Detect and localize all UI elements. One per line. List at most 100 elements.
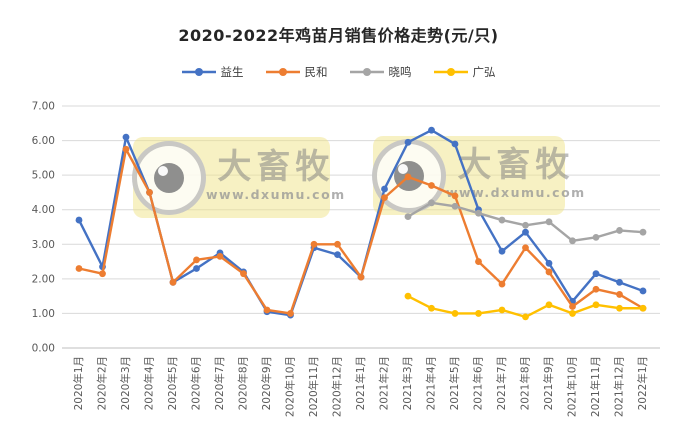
series-point: [404, 292, 412, 300]
watermark: 大畜牧 www.dxumu.com: [372, 136, 584, 215]
legend-marker-icon: [349, 68, 384, 76]
legend: 益生 民和 晓鸣 广弘: [0, 63, 677, 81]
series-point: [616, 291, 623, 298]
watermark-text: 大畜牧 www.dxumu.com: [206, 149, 346, 201]
series-point: [287, 310, 294, 317]
x-tick-label: 2021年9月: [542, 356, 555, 410]
legend-marker-icon: [433, 68, 468, 76]
series-point: [99, 263, 106, 271]
y-tick-label: 0.00: [32, 343, 55, 355]
series-point: [569, 237, 576, 245]
series-point: [592, 301, 600, 309]
series-point: [545, 268, 553, 276]
series-point: [334, 240, 341, 248]
x-tick-label: 2021年1月: [354, 356, 367, 410]
x-tick-label: 2021年6月: [472, 356, 485, 410]
watermark-eye-icon: [372, 138, 446, 213]
series-point: [498, 216, 506, 224]
x-tick-label: 2020年3月: [119, 356, 132, 410]
series-point: [616, 227, 623, 234]
series-point: [240, 268, 247, 276]
series-point: [639, 287, 647, 295]
series-point: [592, 233, 600, 241]
series-point: [498, 247, 506, 255]
series-point: [75, 265, 83, 272]
series-point: [310, 240, 318, 248]
series-point: [569, 303, 576, 310]
series-point: [193, 256, 200, 264]
legend-dot: [278, 68, 287, 76]
watermark-eye-icon: [132, 140, 206, 215]
x-tick-label: 2020年1月: [72, 356, 85, 410]
legend-marker-icon: [181, 68, 216, 76]
series-point: [216, 249, 224, 257]
series-point: [169, 278, 177, 286]
x-tick-label: 2021年7月: [495, 356, 508, 410]
series-point: [475, 310, 482, 317]
series-point: [522, 228, 529, 236]
series-point: [357, 273, 365, 281]
series-point: [522, 244, 529, 252]
series-point: [545, 301, 553, 309]
watermark-text: 大畜牧 www.dxumu.com: [446, 147, 586, 200]
watermark-url: www.dxumu.com: [446, 184, 586, 200]
x-tick-label: 2020年8月: [237, 356, 250, 410]
series-point: [569, 297, 576, 305]
x-tick-label: 2021年5月: [448, 356, 461, 410]
x-tick-label: 2020年2月: [96, 356, 109, 410]
series-point: [545, 259, 553, 267]
x-tick-label: 2021年11月: [589, 356, 602, 417]
series-point: [263, 306, 271, 314]
series-point: [169, 278, 177, 286]
legend-label: 益生: [220, 65, 244, 79]
chart-title: 2020-2022年鸡苗月销售价格走势(元/只): [178, 26, 499, 45]
legend-label: 民和: [304, 65, 328, 79]
eye-pupil: [154, 162, 184, 193]
y-tick-label: 4.00: [32, 204, 55, 216]
series-point: [357, 273, 365, 281]
series-point: [616, 304, 623, 312]
eye-highlight: [398, 163, 408, 174]
series-point: [240, 270, 247, 278]
legend-dot: [362, 68, 371, 76]
series-point: [428, 126, 435, 134]
series-point: [451, 310, 459, 317]
x-tick-label: 2021年4月: [425, 356, 438, 410]
legend-label: 晓鸣: [388, 65, 412, 79]
series-point: [639, 304, 647, 312]
x-tick-label: 2020年6月: [190, 356, 203, 410]
legend-item: 民和: [265, 64, 328, 80]
series-point: [334, 251, 341, 259]
x-tick-label: 2020年9月: [260, 356, 273, 410]
y-tick-label: 3.00: [32, 239, 55, 251]
series-point: [639, 228, 647, 236]
series-point: [99, 270, 106, 278]
series-line-3: [406, 294, 645, 319]
series-point: [616, 278, 623, 286]
legend-label: 广弘: [472, 65, 496, 79]
y-tick-label: 2.00: [32, 273, 55, 285]
series-point: [522, 313, 529, 321]
series-point: [193, 265, 200, 272]
legend-dot: [446, 68, 455, 76]
series-point: [592, 270, 600, 278]
x-tick-label: 2021年12月: [613, 356, 626, 417]
x-tick-label: 2020年4月: [143, 356, 156, 410]
eye-pupil: [394, 160, 424, 191]
legend-item: 广弘: [433, 64, 496, 80]
eye-highlight: [158, 165, 168, 176]
x-tick-label: 2020年10月: [284, 356, 297, 417]
x-tick-label: 2021年10月: [566, 356, 579, 417]
series-point: [263, 308, 271, 316]
legend-marker-icon: [265, 68, 300, 76]
x-tick-label: 2022年1月: [636, 356, 649, 410]
series-point: [592, 285, 600, 293]
x-tick-label: 2021年2月: [378, 356, 391, 410]
series-point: [639, 304, 647, 312]
series-point: [287, 311, 294, 319]
y-tick-label: 6.00: [32, 135, 55, 147]
legend-dot: [194, 68, 203, 76]
series-point: [522, 221, 529, 229]
y-tick-label: 1.00: [32, 308, 55, 320]
